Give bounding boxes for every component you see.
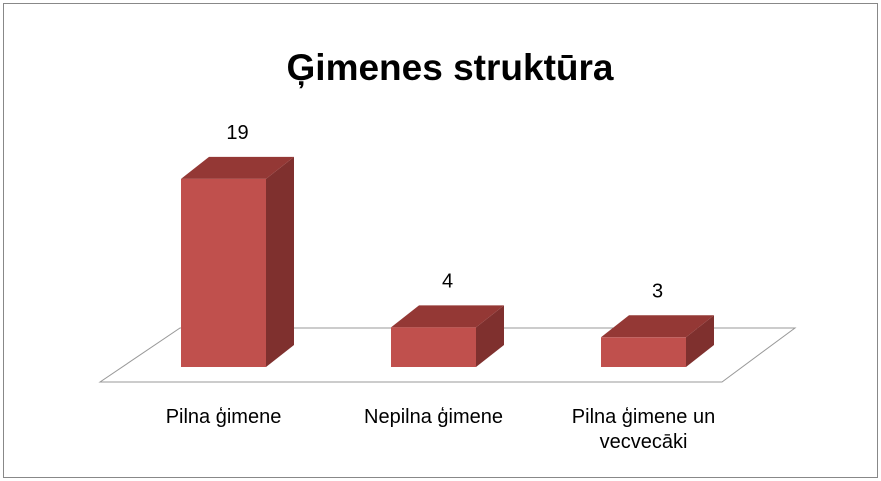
bar-top xyxy=(391,305,504,328)
bar xyxy=(601,337,686,367)
x-tick-label: Nepilna ģimene xyxy=(364,406,503,428)
x-tick-label: Pilna ģimene un vecvecāki xyxy=(571,406,716,453)
chart-title: Ģimenes struktūra xyxy=(287,47,614,88)
x-tick-label: Pilna ģimene xyxy=(165,406,282,428)
bar xyxy=(181,178,266,367)
bar-side xyxy=(266,156,294,367)
data-label: 4 xyxy=(442,271,453,293)
bar-side xyxy=(686,315,714,367)
bar-side xyxy=(476,305,504,367)
chart-border xyxy=(3,3,878,478)
data-label: 19 xyxy=(226,122,248,144)
bar-top xyxy=(601,315,714,338)
data-label: 3 xyxy=(652,281,663,303)
bar xyxy=(391,327,476,367)
bar-top xyxy=(181,156,294,179)
